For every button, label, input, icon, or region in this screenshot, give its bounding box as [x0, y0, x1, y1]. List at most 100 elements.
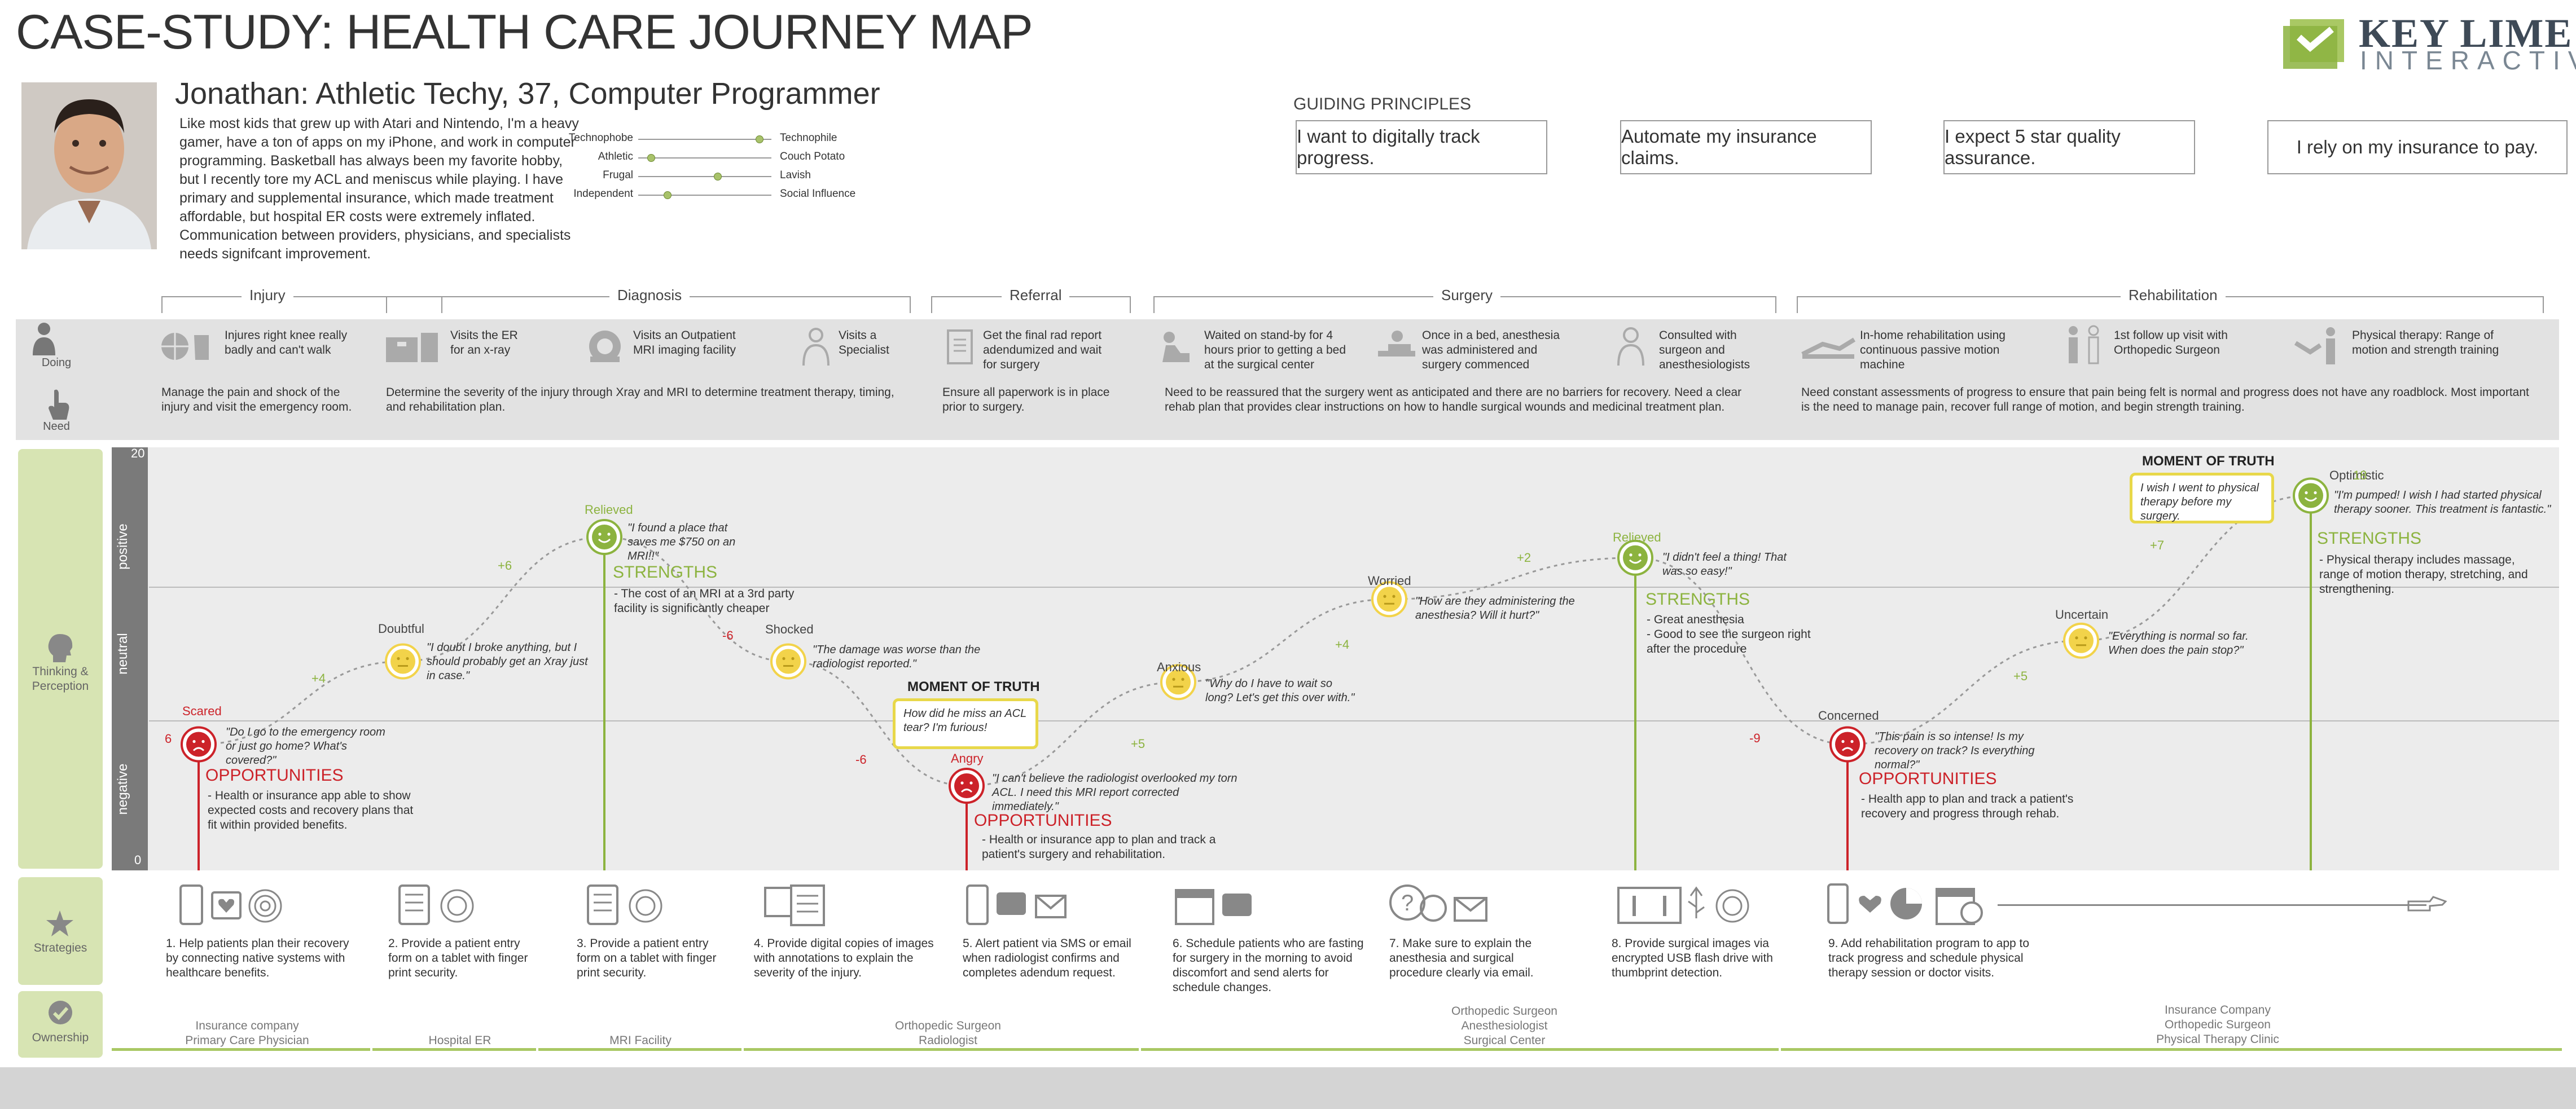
- checkmark-badge-icon: [47, 1000, 73, 1028]
- emotion-label: Doubtful: [378, 622, 424, 636]
- strategies-label: Strategies: [33, 941, 87, 954]
- persona-photo: [21, 82, 157, 249]
- opportunities-heading: OPPORTUNITIES: [205, 766, 344, 785]
- strategy-text: 5. Alert patient via SMS or email when r…: [963, 937, 1131, 979]
- owner-bar: [372, 1048, 536, 1051]
- emotion-label: Scared: [182, 704, 222, 718]
- physical-therapy-icon: [2293, 326, 2344, 368]
- emotion-delta: +4: [311, 671, 326, 685]
- hand-pointer-icon: [47, 388, 70, 423]
- emotion-score: 18: [2353, 468, 2367, 482]
- emotion-label: Optimistic: [2329, 468, 2384, 482]
- owner-label: Hospital ER: [428, 1034, 491, 1047]
- emotion-delta: +5: [2013, 669, 2028, 683]
- trait-left-label: Technophobe: [568, 132, 633, 144]
- strategies-tab: [18, 877, 103, 985]
- strengths-heading: STRENGTHS: [1645, 590, 1750, 609]
- strategy-text: 6. Schedule patients who are fasting for…: [1173, 937, 1364, 994]
- strengths-heading: STRENGTHS: [2317, 529, 2422, 548]
- guiding-principles-title: GUIDING PRINCIPLES: [1293, 95, 1472, 113]
- doing-step: Visits the ER for an x-ray: [450, 329, 518, 357]
- waiting-icon: [1158, 329, 1197, 366]
- digital-image-document-icon: [764, 884, 826, 929]
- strategy-text: 1. Help patients plan their recovery by …: [166, 937, 349, 979]
- doing-label: Doing: [41, 357, 72, 369]
- doing-step: Physical therapy: Range of motion and st…: [2352, 329, 2499, 357]
- owner-bar: [538, 1048, 741, 1051]
- emotion-axis-strip: [112, 447, 148, 870]
- phone-sms-email-icon: [966, 884, 1068, 929]
- opportunities-heading: OPPORTUNITIES: [1859, 769, 1997, 788]
- emotion-label: Shocked: [765, 622, 814, 636]
- phone-heart-chart-calendar-icon: [1827, 883, 2019, 929]
- trait-track: [638, 191, 771, 199]
- clipboard-icon: [946, 326, 974, 368]
- sad-face-icon: [1829, 726, 1866, 763]
- strategy-text: 3. Provide a patient entry form on a tab…: [577, 937, 717, 979]
- follow-up-icon: [2064, 325, 2104, 367]
- strategy-text: 4. Provide digital copies of images with…: [754, 937, 934, 979]
- phase-label: Injury: [242, 287, 293, 304]
- sad-face-icon: [949, 768, 985, 804]
- question-email-icon: ?: [1388, 883, 1490, 929]
- emotion-label: Worried: [1368, 574, 1411, 588]
- doing-step: Once in a bed, anesthesia was administer…: [1422, 329, 1560, 371]
- key-lime-logo-icon: [2277, 12, 2351, 72]
- trait-left-label: Frugal: [603, 169, 633, 181]
- emotion-quote: "Why do I have to wait so long? Let's ge…: [1205, 677, 1355, 704]
- need-text: Determine the severity of the injury thr…: [386, 386, 894, 413]
- moment-of-truth-box: How did he miss an ACL tear? I'm furious…: [893, 698, 1038, 749]
- emotion-delta: -6: [722, 628, 734, 642]
- doing-step: 1st follow up visit with Orthopedic Surg…: [2114, 329, 2228, 357]
- star-icon: [45, 909, 74, 940]
- perception-label: Thinking & Perception: [32, 665, 89, 693]
- emotion-quote: "I doubt I broke anything, but I should …: [427, 641, 588, 682]
- svg-text:?: ?: [1401, 891, 1414, 916]
- emotion-label: Anxious: [1157, 660, 1201, 674]
- trait-track: [638, 173, 771, 181]
- smiley-face-icon: [385, 643, 421, 680]
- persona-traits: Technophobe Technophile Athletic Couch P…: [564, 132, 959, 211]
- strategy-text: 7. Make sure to explain the anesthesia a…: [1389, 937, 1534, 979]
- pointing-hand-icon: [2407, 894, 2447, 919]
- emotion-label: Relieved: [585, 503, 633, 517]
- smiley-face-icon: [586, 519, 622, 555]
- trait-marker: [756, 135, 764, 143]
- emotion-label: Angry: [951, 751, 984, 765]
- rehab-machine-icon: [1800, 332, 1857, 363]
- trait-track: [638, 154, 771, 162]
- need-text: Ensure all paperwork is in place prior t…: [942, 386, 1110, 413]
- trait-left-label: Independent: [573, 188, 633, 200]
- emotion-quote: "I found a place that saves me $750 on a…: [627, 522, 736, 562]
- zone-divider: [149, 720, 2559, 721]
- emotion-delta: +7: [2150, 538, 2165, 552]
- footer-band: [0, 1067, 2576, 1109]
- emotion-delta: +6: [498, 558, 512, 573]
- persona-bio: Like most kids that grew up with Atari a…: [179, 116, 579, 262]
- opportunities-text: - Health or insurance app to plan and tr…: [982, 833, 1216, 861]
- need-label: Need: [43, 420, 70, 433]
- strengths-text: - Great anesthesia - Good to see the sur…: [1647, 613, 1811, 655]
- owner-label: Orthopedic Surgeon Radiologist: [895, 1019, 1001, 1047]
- logo-wordmark: KEY LIME: [2359, 11, 2573, 56]
- hospital-icon: [385, 329, 441, 366]
- owner-label: Orthopedic Surgeon Anesthesiologist Surg…: [1451, 1005, 1557, 1047]
- need-text: Need constant assessments of progress to…: [1801, 386, 2529, 413]
- phase-label: Diagnosis: [609, 287, 690, 304]
- emotion-quote: "Do I go to the emergency room or just g…: [226, 726, 385, 767]
- trait-right-label: Lavish: [780, 169, 811, 181]
- emotion-quote: "Everything is normal so far. When does …: [2108, 630, 2249, 657]
- strengths-text: - The cost of an MRI at a 3rd party faci…: [614, 587, 795, 615]
- smiley-face-icon: [2293, 477, 2329, 514]
- persona-name: Jonathan: Athletic Techy, 37, Computer P…: [175, 77, 880, 111]
- trait-marker: [714, 173, 722, 181]
- doing-step: In-home rehabilitation using continuous …: [1860, 329, 2005, 371]
- doing-step: Injures right knee really badly and can'…: [225, 329, 348, 357]
- page-title: CASE-STUDY: HEALTH CARE JOURNEY MAP: [16, 5, 1033, 59]
- emotion-quote: "The damage was worse than the radiologi…: [813, 644, 981, 670]
- smiley-face-icon: [1617, 539, 1653, 576]
- strategy-text: 2. Provide a patient entry form on a tab…: [388, 937, 528, 979]
- guiding-principle-card: Automate my insurance claims.: [1620, 120, 1872, 174]
- trait-right-label: Technophile: [780, 132, 837, 144]
